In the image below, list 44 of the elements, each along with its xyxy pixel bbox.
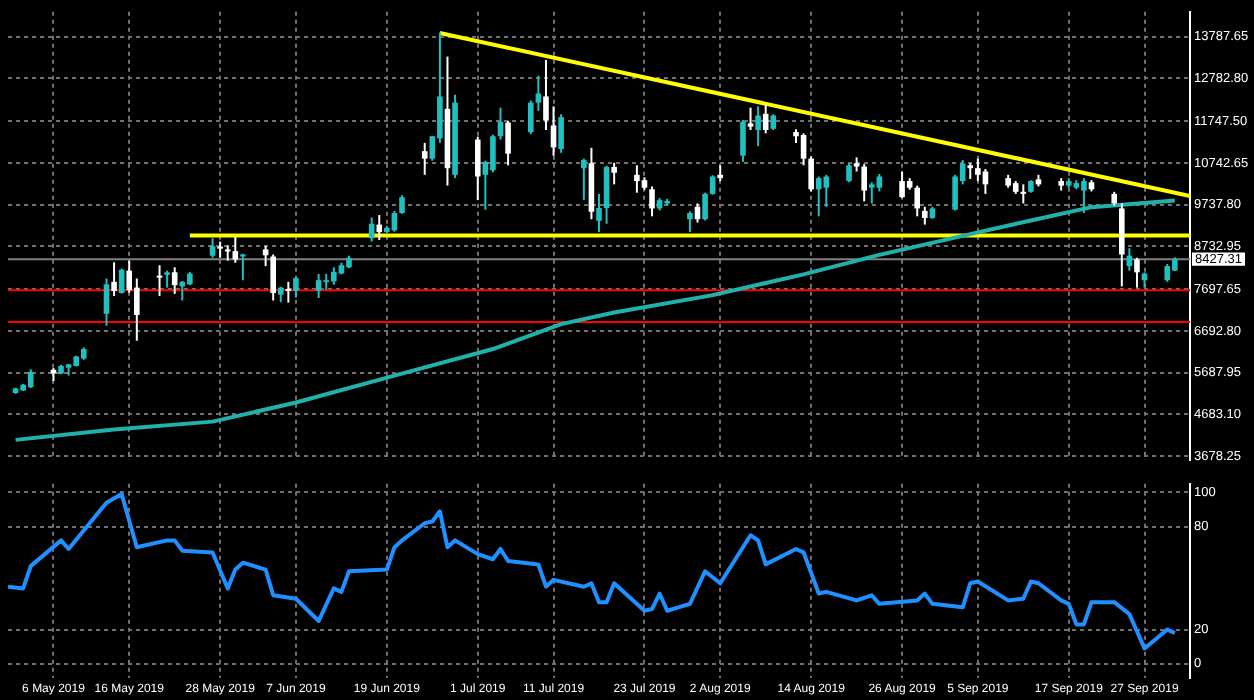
candlestick [474, 135, 481, 202]
candlestick [755, 105, 761, 148]
candlestick [421, 141, 428, 176]
candlestick [1119, 202, 1125, 288]
candlestick [224, 244, 231, 262]
candlestick [1081, 177, 1087, 214]
candlestick [846, 162, 852, 184]
candlestick [702, 191, 708, 222]
candlestick [868, 181, 875, 205]
candlestick [376, 214, 383, 241]
candlestick [611, 161, 617, 186]
candlestick [171, 266, 178, 295]
candlestick [315, 272, 322, 300]
candlestick [899, 170, 905, 200]
candlestick [27, 368, 34, 390]
candlestick [914, 184, 921, 218]
candlestick [740, 119, 746, 163]
candlestick [982, 168, 989, 195]
candlestick [103, 277, 110, 327]
candlestick [179, 280, 186, 302]
candlestick [1020, 183, 1027, 205]
candlestick [1134, 256, 1140, 289]
candlestick [543, 58, 549, 132]
candlestick [399, 194, 405, 215]
candlestick [490, 133, 496, 174]
candlestick [111, 261, 117, 297]
candlestick [649, 185, 655, 218]
candlestick [709, 174, 716, 196]
candlestick [293, 275, 299, 299]
candlestick [240, 252, 246, 282]
candlestick [285, 280, 292, 304]
candlestick [634, 164, 640, 194]
candlestick [823, 173, 830, 208]
candlestick [687, 210, 693, 234]
candlestick [747, 106, 754, 132]
candlestick [815, 175, 822, 218]
candlestick [134, 277, 140, 342]
candlestick [581, 157, 587, 202]
candlestick [505, 119, 511, 167]
candlestick [209, 237, 216, 259]
candlestick [596, 192, 602, 234]
candlestick [558, 113, 564, 154]
candlestick [861, 163, 867, 203]
candlestick [270, 253, 276, 302]
